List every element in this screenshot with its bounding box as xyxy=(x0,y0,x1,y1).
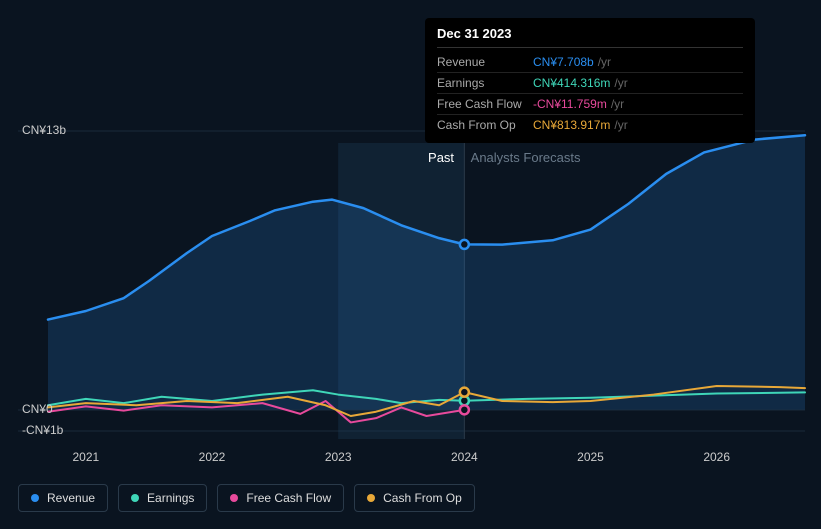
legend-item-free-cash-flow[interactable]: Free Cash Flow xyxy=(217,484,344,512)
legend-label: Cash From Op xyxy=(383,491,462,505)
tooltip-row-label: Free Cash Flow xyxy=(437,97,533,111)
legend-label: Revenue xyxy=(47,491,95,505)
tooltip-row: Free Cash Flow-CN¥11.759m/yr xyxy=(437,94,743,115)
tooltip-row-label: Cash From Op xyxy=(437,118,533,132)
tooltip-row-value: CN¥813.917m xyxy=(533,118,610,132)
tooltip-row-unit: /yr xyxy=(598,55,611,69)
x-tick-label: 2026 xyxy=(703,450,730,464)
y-tick-label: CN¥13b xyxy=(22,123,66,137)
tooltip-row-unit: /yr xyxy=(614,118,627,132)
x-tick-label: 2022 xyxy=(199,450,226,464)
hover-tooltip: Dec 31 2023 RevenueCN¥7.708b/yrEarningsC… xyxy=(425,18,755,143)
y-tick-label: CN¥0 xyxy=(22,402,53,416)
x-tick-label: 2025 xyxy=(577,450,604,464)
forecast-section-label: Analysts Forecasts xyxy=(471,150,581,165)
past-section-label: Past xyxy=(428,150,454,165)
tooltip-row-value: -CN¥11.759m xyxy=(533,97,607,111)
x-tick-label: 2023 xyxy=(325,450,352,464)
legend-label: Free Cash Flow xyxy=(246,491,331,505)
legend-item-earnings[interactable]: Earnings xyxy=(118,484,207,512)
legend-item-revenue[interactable]: Revenue xyxy=(18,484,108,512)
legend-item-cash-from-op[interactable]: Cash From Op xyxy=(354,484,475,512)
tooltip-row: RevenueCN¥7.708b/yr xyxy=(437,52,743,73)
tooltip-row-label: Revenue xyxy=(437,55,533,69)
legend-dot-icon xyxy=(230,494,238,502)
legend-dot-icon xyxy=(131,494,139,502)
tooltip-date: Dec 31 2023 xyxy=(437,26,743,48)
tooltip-row-value: CN¥414.316m xyxy=(533,76,610,90)
tooltip-row-unit: /yr xyxy=(611,97,624,111)
legend-dot-icon xyxy=(367,494,375,502)
legend: Revenue Earnings Free Cash Flow Cash From O… xyxy=(18,484,475,512)
tooltip-row-value: CN¥7.708b xyxy=(533,55,594,69)
tooltip-row-label: Earnings xyxy=(437,76,533,90)
x-tick-label: 2024 xyxy=(451,450,478,464)
y-tick-label: -CN¥1b xyxy=(22,423,63,437)
legend-dot-icon xyxy=(31,494,39,502)
tooltip-row: EarningsCN¥414.316m/yr xyxy=(437,73,743,94)
tooltip-row-unit: /yr xyxy=(614,76,627,90)
tooltip-row: Cash From OpCN¥813.917m/yr xyxy=(437,115,743,135)
x-tick-label: 2021 xyxy=(72,450,99,464)
legend-label: Earnings xyxy=(147,491,194,505)
financials-chart: CN¥13b CN¥0 -CN¥1b 2021 2022 2023 2024 2025 202… xyxy=(0,0,821,524)
